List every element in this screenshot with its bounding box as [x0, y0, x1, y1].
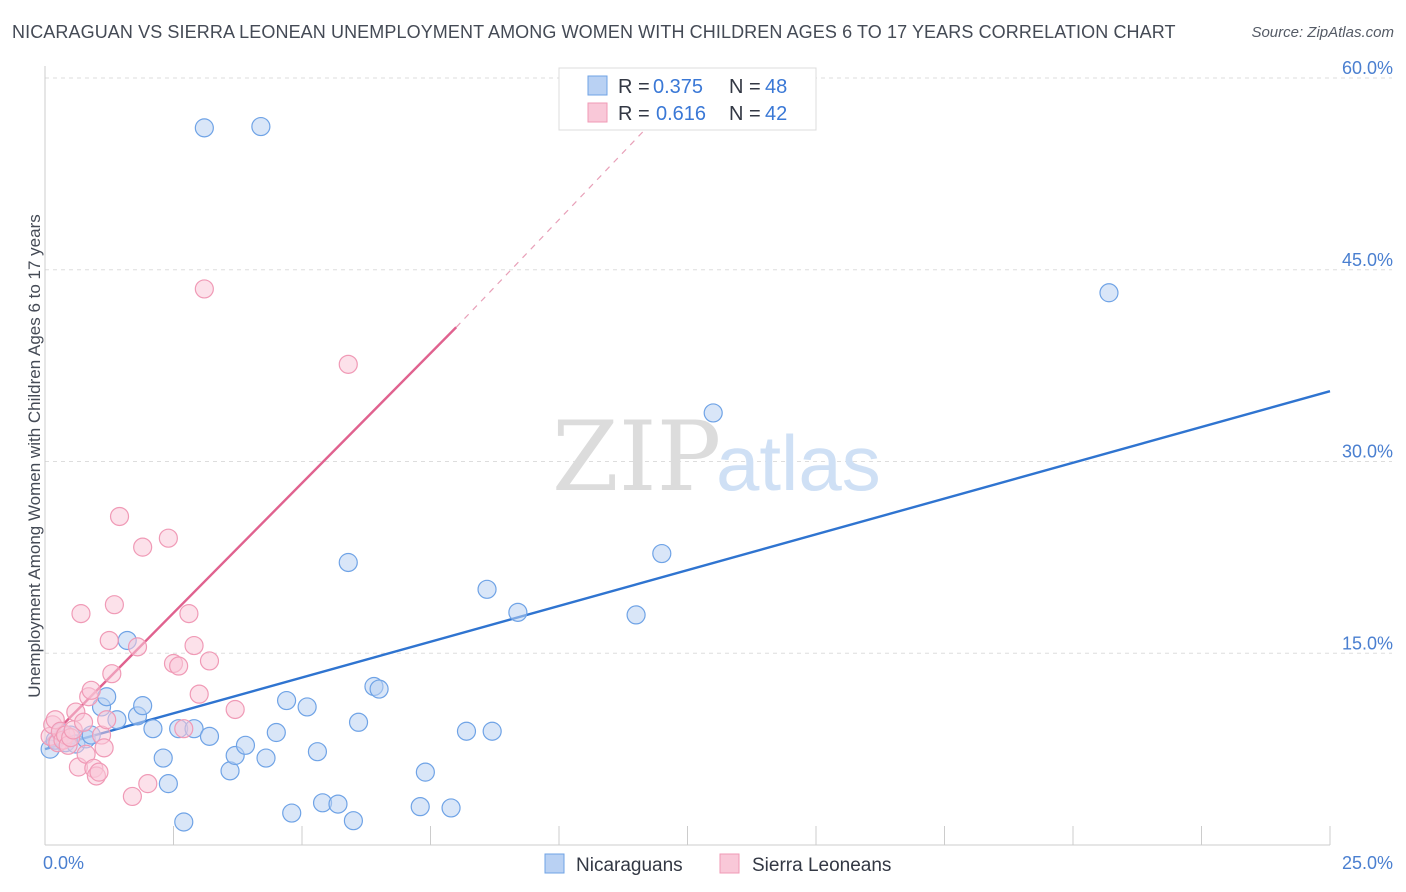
legend-n-label-2: N =	[729, 103, 761, 125]
legend-r-label-2: R =	[618, 103, 650, 125]
legend-swatch-nicaraguans	[587, 75, 608, 96]
sierra-leoneans-point-28	[127, 637, 148, 657]
sierra-leoneans-point-22	[97, 710, 117, 730]
sierra-leoneans-point-40	[338, 354, 358, 374]
sierra-leoneans-point-35	[184, 635, 204, 656]
correlation-legend: R = 0.375 N = 48 R = 0.616 N = 42	[558, 67, 817, 131]
y-tick-label-2: 45.0%	[1342, 250, 1393, 270]
sierra-leoneans-point-26	[109, 506, 130, 527]
nicaraguans-point-38	[369, 679, 389, 699]
nicaraguans-trend-line	[44, 390, 1331, 751]
nicaraguans-point-21	[199, 726, 220, 746]
sierra-leoneans-point-27	[122, 786, 142, 807]
nicaraguans-point-18	[174, 812, 194, 832]
sierra-leoneans-point-34	[179, 604, 199, 624]
nicaraguans-point-39	[410, 797, 430, 817]
y-tick-label-3: 60.0%	[1342, 58, 1393, 78]
y-tick-label-1: 30.0%	[1342, 442, 1393, 462]
nicaraguans-point-28	[276, 690, 297, 711]
sierra-leoneans-point-38	[199, 651, 220, 671]
nicaraguans-point-44	[482, 721, 502, 741]
x-tick-label-0: 0.0%	[43, 853, 84, 873]
legend-n-value-1: 48	[765, 76, 787, 98]
nicaraguans-point-33	[328, 794, 348, 814]
sierra-leoneans-point-41	[174, 719, 194, 739]
sierra-leoneans-trend-extension	[455, 122, 652, 328]
nicaraguans-point-48	[703, 403, 723, 423]
nicaraguans-point-20	[194, 118, 214, 138]
chart-title: NICARAGUAN VS SIERRA LEONEAN UNEMPLOYMEN…	[12, 22, 1176, 42]
sierra-leoneans-point-24	[102, 664, 122, 684]
legend-r-value-2: 0.616	[656, 103, 706, 125]
nicaraguans-point-41	[441, 798, 461, 818]
sierra-leoneans-point-31	[158, 528, 178, 548]
nicaraguans-point-46	[626, 605, 646, 625]
nicaraguans-point-25	[251, 116, 271, 137]
sierra-leoneans-point-21	[94, 738, 114, 758]
legend-r-label-1: R =	[618, 76, 650, 98]
sierra-leoneans-point-30	[138, 774, 158, 794]
axes	[44, 66, 1331, 846]
legend-n-value-2: 42	[765, 103, 787, 125]
legend-swatch-sierra-leoneans	[587, 102, 608, 123]
nicaraguans-point-13	[133, 696, 153, 716]
sierra-leoneans-point-39	[225, 699, 245, 720]
nicaraguans-point-15	[153, 748, 173, 768]
sierra-leoneans-point-12	[71, 604, 91, 624]
sierra-leoneans-point-13	[73, 712, 94, 732]
series-swatch-nicaraguans	[544, 853, 565, 874]
x-tick-label-1: 25.0%	[1342, 853, 1393, 873]
nicaraguans-point-35	[348, 712, 369, 732]
watermark-atlas: atlas	[716, 419, 881, 507]
sierra-leoneans-point-19	[89, 762, 109, 782]
nicaraguans-point-31	[307, 742, 328, 762]
sierra-leoneans-point-36	[189, 684, 209, 704]
series-name-sierra-leoneans: Sierra Leoneans	[752, 855, 891, 876]
grid-lines	[45, 77, 1392, 654]
y-axis-label: Unemployment Among Women with Children A…	[25, 214, 44, 698]
watermark: ZIP atlas	[552, 401, 881, 513]
nicaraguans-point-29	[282, 803, 302, 823]
nicaraguans-point-26	[256, 748, 276, 768]
nicaraguans-point-36	[343, 811, 363, 831]
tick-labels: 15.0% 30.0% 45.0% 60.0% 0.0% 25.0%	[43, 58, 1393, 873]
legend-n-label-1: N =	[729, 76, 761, 98]
nicaraguans-point-49	[1099, 283, 1119, 303]
watermark-zip: ZIP	[552, 401, 721, 513]
nicaraguans-point-45	[508, 602, 528, 622]
nicaraguans-point-42	[456, 721, 477, 741]
nicaraguans-point-16	[158, 774, 178, 794]
nicaraguans-point-47	[652, 543, 672, 564]
sierra-leoneans-point-25	[104, 595, 124, 615]
nicaraguans-point-34	[338, 552, 358, 573]
sierra-leoneans-point-33	[169, 656, 189, 676]
series-name-nicaraguans: Nicaraguans	[576, 855, 683, 876]
sierra-leoneans-point-23	[99, 630, 119, 651]
nicaraguans-point-30	[297, 697, 317, 717]
nicaraguans-point-14	[143, 719, 163, 739]
sierra-leoneans-point-29	[133, 537, 153, 557]
series-legend: Nicaraguans Sierra Leoneans	[544, 853, 891, 876]
data-points	[40, 116, 1119, 832]
sierra-leoneans-point-37	[194, 279, 214, 299]
y-tick-label-0: 15.0%	[1342, 633, 1393, 653]
nicaraguans-point-40	[415, 762, 435, 782]
nicaraguans-point-24	[235, 735, 256, 755]
source-credit: Source: ZipAtlas.com	[1251, 24, 1394, 41]
sierra-leoneans-point-16	[81, 680, 101, 700]
nicaraguans-point-43	[477, 579, 497, 599]
series-swatch-sierra-leoneans	[719, 853, 740, 874]
nicaraguans-point-27	[266, 722, 286, 743]
legend-r-value-1: 0.375	[653, 76, 703, 98]
